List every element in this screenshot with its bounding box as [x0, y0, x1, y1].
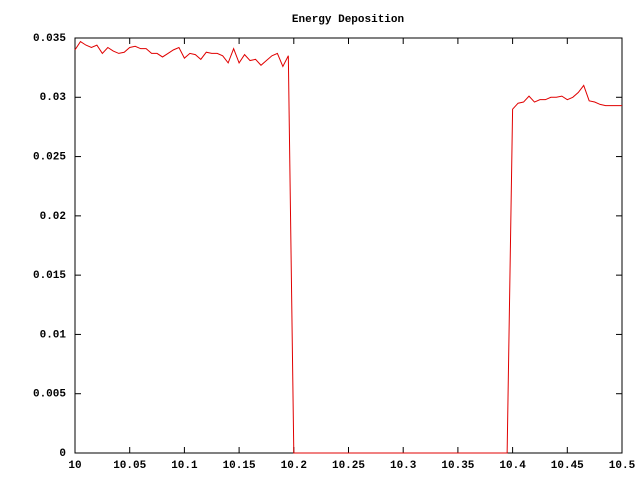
y-tick-label: 0.02	[40, 211, 66, 223]
y-tick-label: 0.025	[33, 151, 66, 163]
y-tick-label: 0	[59, 448, 66, 460]
x-tick-label: 10.25	[332, 460, 365, 472]
data-line	[74, 40, 622, 454]
x-tick-label: 10.5	[609, 460, 636, 472]
y-tick-label: 0.015	[33, 270, 66, 282]
y-tick-label: 0.035	[33, 33, 66, 45]
chart-title: Energy Deposition	[292, 14, 404, 26]
x-tick-label: 10.2	[281, 460, 307, 472]
x-tick-label: 10.3	[390, 460, 417, 472]
x-tick-label: 10.05	[113, 460, 146, 472]
y-tick-label: 0.005	[33, 389, 66, 401]
x-tick-label: 10.15	[223, 460, 256, 472]
x-tick-label: 10.35	[441, 460, 474, 472]
y-tick-label: 0.01	[40, 329, 67, 341]
y-tick-label: 0.03	[40, 92, 67, 104]
x-tick-label: 10.1	[171, 460, 198, 472]
x-tick-label: 10.4	[499, 460, 526, 472]
x-tick-label: 10.45	[551, 460, 584, 472]
plot-border	[74, 37, 623, 454]
x-tick-label: 10	[68, 460, 81, 472]
